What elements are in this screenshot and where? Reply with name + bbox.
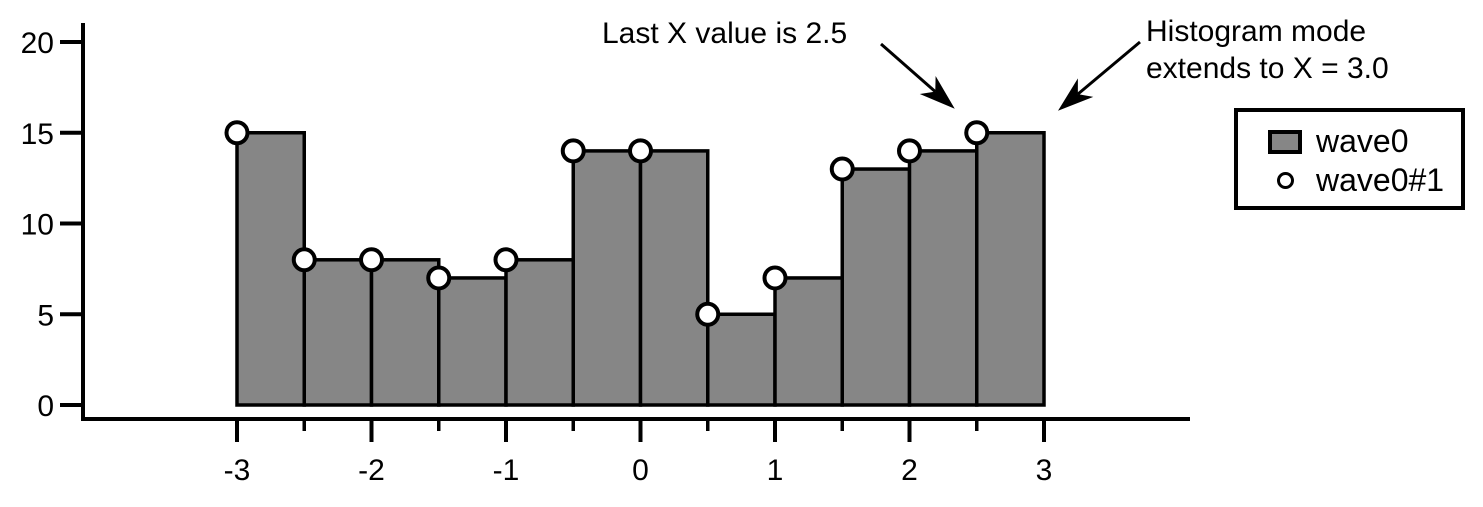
legend-label-wave0: wave0: [1316, 123, 1409, 159]
y-tick-label: 10: [21, 209, 54, 242]
data-point-marker: [560, 138, 586, 164]
data-point-marker: [426, 265, 452, 291]
data-point-marker: [628, 138, 653, 164]
histogram-bar: [235, 131, 306, 407]
histogram-bar: [840, 167, 912, 407]
annotation-histogram-mode: Histogram mode extends to X = 3.0: [1146, 13, 1389, 87]
annotation-last-x-value: Last X value is 2.5: [602, 17, 848, 50]
x-tick-label: 2: [901, 454, 918, 487]
histogram-bar: [504, 258, 575, 407]
x-tick-label: -2: [358, 454, 385, 487]
annotation-histogram-mode-line1: Histogram mode: [1146, 15, 1367, 48]
data-point-marker: [897, 138, 922, 164]
data-point-marker: [762, 265, 788, 291]
data-point-marker: [359, 247, 384, 273]
histogram-bar: [706, 312, 777, 407]
annotation-arrowhead-icon: [1058, 78, 1094, 111]
annotation-arrow-shaft: [1076, 40, 1141, 96]
data-point-marker: [695, 301, 721, 327]
x-tick-label: -3: [224, 454, 251, 487]
bar-swatch-icon: [1268, 129, 1302, 154]
histogram-bar: [437, 276, 508, 407]
legend-label-wave0-1: wave0#1: [1316, 162, 1445, 198]
y-tick-label: 15: [21, 118, 54, 151]
histogram-bar: [907, 149, 979, 407]
x-tick-label: 3: [1036, 454, 1053, 487]
data-point-marker: [291, 247, 317, 273]
annotation-arrowhead-icon: [919, 75, 955, 109]
y-tick-label: 5: [37, 299, 54, 332]
legend: wave0 wave0#1: [1234, 108, 1465, 210]
histogram-bar: [369, 258, 441, 407]
x-tick-label: 0: [632, 454, 649, 487]
legend-swatch-wrap: [1254, 129, 1316, 154]
legend-item-wave0: wave0: [1254, 122, 1461, 161]
annotation-arrow-shaft: [880, 42, 937, 93]
histogram-bar: [975, 131, 1046, 407]
histogram-bar: [302, 258, 374, 407]
circle-marker-icon: [1276, 172, 1294, 189]
legend-swatch-wrap: [1254, 172, 1316, 189]
annotation-histogram-mode-line2: extends to X = 3.0: [1146, 52, 1389, 85]
data-point-marker: [964, 120, 990, 146]
x-tick-label: -1: [493, 454, 520, 487]
y-tick-label: 0: [37, 390, 54, 423]
data-point-marker: [493, 247, 519, 273]
legend-item-wave0-1: wave0#1: [1254, 161, 1461, 200]
histogram-bar: [773, 276, 844, 407]
data-point-marker: [224, 120, 250, 146]
x-tick-label: 1: [767, 454, 784, 487]
histogram-bar: [638, 149, 710, 407]
histogram-bar: [571, 149, 643, 407]
y-tick-label: 20: [21, 27, 54, 60]
data-point-marker: [829, 156, 855, 182]
